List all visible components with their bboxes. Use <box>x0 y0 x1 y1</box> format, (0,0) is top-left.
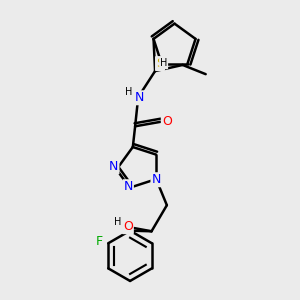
Text: H: H <box>114 217 122 227</box>
Text: H: H <box>160 58 167 68</box>
Text: N: N <box>152 173 161 186</box>
Text: N: N <box>135 91 144 104</box>
Text: O: O <box>123 220 133 233</box>
Text: N: N <box>124 180 133 193</box>
Text: H: H <box>125 87 132 97</box>
Text: F: F <box>95 235 103 248</box>
Text: O: O <box>162 115 172 128</box>
Text: S: S <box>156 57 164 70</box>
Text: N: N <box>109 160 119 173</box>
